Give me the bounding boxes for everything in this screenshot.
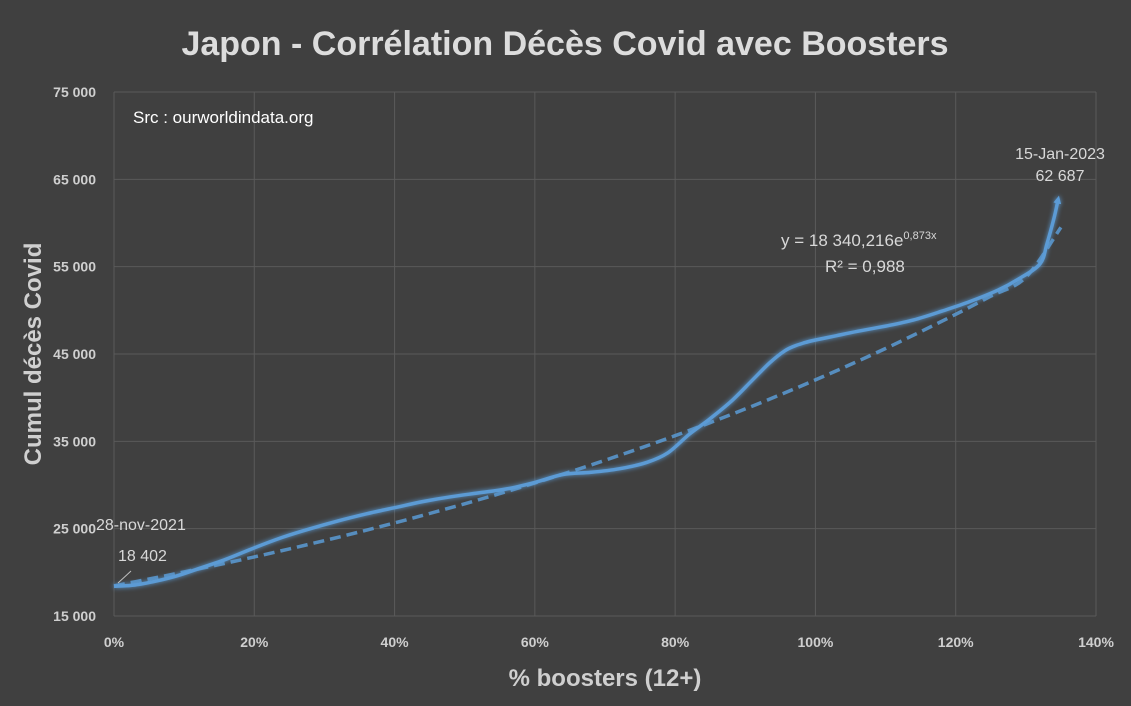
x-tick-label: 40% [381,634,410,650]
x-tick-label: 20% [240,634,269,650]
start-date-label: 28-nov-2021 [96,517,186,534]
series-line [113,195,1062,589]
end-date-label: 15-Jan-2023 [1015,146,1105,163]
y-axis-title: Cumul décès Covid [20,243,47,466]
end-value-label: 62 687 [1036,168,1085,185]
x-tick-label: 0% [104,634,125,650]
y-tick-label: 75 000 [53,84,96,100]
x-axis-ticks: 0% 20% 40% 60% 80% 100% 120% 140% [104,634,1115,650]
x-axis-title: % boosters (12+) [509,665,702,692]
x-tick-label: 140% [1078,634,1114,650]
x-tick-label: 120% [938,634,974,650]
start-leader-line [117,570,132,584]
x-tick-label: 60% [521,634,550,650]
trend-equation-exponent: 0,873x [903,230,937,242]
y-tick-label: 15 000 [53,608,96,624]
trendline [113,226,1063,588]
x-tick-label: 80% [661,634,690,650]
y-tick-label: 45 000 [53,346,96,362]
y-axis-ticks: 15 000 25 000 35 000 45 000 55 000 65 000 75 0… [53,84,96,624]
y-tick-label: 65 000 [53,171,96,187]
y-tick-label: 35 000 [53,433,96,449]
y-tick-label: 25 000 [53,521,96,537]
y-tick-label: 55 000 [53,259,96,275]
x-tick-label: 100% [798,634,834,650]
trend-equation-base: y = 18 340,216e [781,231,903,250]
start-value-label: 18 402 [118,548,167,565]
chart-title: Japon - Corrélation Décès Covid avec Boo… [181,25,948,63]
gridlines [113,91,1097,617]
trend-equation: y = 18 340,216e0,873x [781,230,937,250]
r-squared-label: R² = 0,988 [825,257,905,276]
source-label: Src : ourworldindata.org [133,108,313,127]
